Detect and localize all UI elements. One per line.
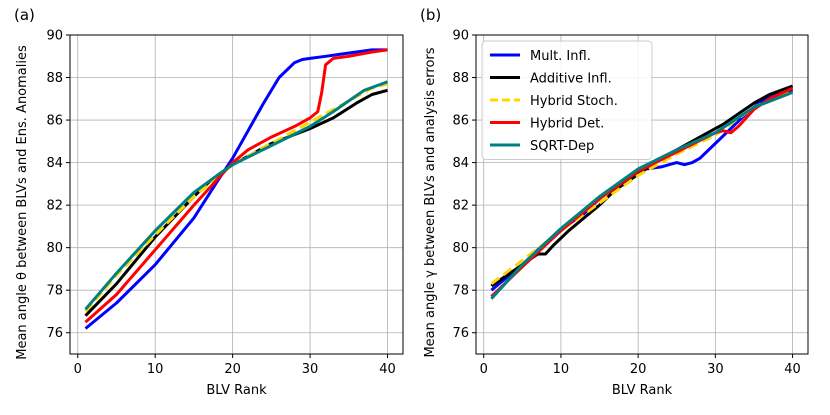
y-tick-label: 84: [452, 156, 469, 171]
legend-label: Hybrid Stoch.: [530, 94, 618, 109]
y-tick-label: 78: [452, 284, 469, 299]
x-tick-label: 30: [707, 362, 724, 377]
y-tick-label: 76: [452, 326, 469, 341]
y-tick-label: 80: [452, 241, 469, 256]
legend-label: Mult. Infl.: [530, 49, 591, 64]
panel-b: 0 10 20 30 40 76 78 80 82 84 86 88 90 BLV Rank Mean an…: [420, 6, 809, 398]
x-axis-label: BLV Rank: [206, 383, 267, 398]
y-tick-label: 90: [46, 29, 63, 44]
legend-box: [481, 40, 653, 160]
y-tick-label: 84: [46, 156, 63, 171]
y-tick-label: 80: [46, 241, 63, 256]
x-tick-label: 20: [630, 362, 647, 377]
y-tick-label: 86: [46, 114, 63, 129]
plot-frame: [475, 34, 809, 355]
panel-a: 0 10 20 30 40 76 78 80 82 84 86 88 90 BLV Rank Mean an…: [14, 6, 404, 398]
x-tick-label: 10: [147, 362, 164, 377]
y-axis-label: Mean angle γ between BLVs and analysis e…: [423, 47, 438, 357]
legend: Mult. Infl. Additive Infl. Hybrid Stoch. Hy…: [481, 40, 653, 160]
y-tick-label: 78: [46, 284, 63, 299]
series-line-hybrid-det: [84, 48, 388, 324]
x-tick-label: 30: [302, 362, 319, 377]
plot-frame: [69, 34, 404, 355]
x-tick-label: 20: [224, 362, 241, 377]
legend-label: Additive Infl.: [530, 72, 612, 87]
y-tick-label: 82: [452, 199, 469, 214]
x-tick-label: 40: [784, 362, 801, 377]
series-line-sqrt-dep: [490, 91, 794, 300]
legend-label: Hybrid Det.: [530, 117, 604, 132]
series-line-sqrt-dep: [84, 80, 389, 311]
legend-label: SQRT-Dep: [530, 139, 594, 154]
y-tick-label: 88: [46, 71, 63, 86]
y-tick-label: 76: [46, 326, 63, 341]
y-tick-label: 88: [452, 71, 469, 86]
y-axis-label: Mean angle θ between BLVs and Ens. Anoma…: [15, 45, 30, 360]
series-line-mult-infl: [84, 48, 388, 330]
x-tick-label: 10: [553, 362, 570, 377]
x-axis-label: BLV Rank: [612, 383, 673, 398]
x-tick-label: 0: [74, 362, 82, 377]
panel-label: (a): [14, 6, 35, 24]
y-tick-label: 86: [452, 114, 469, 129]
y-tick-label: 90: [452, 29, 469, 44]
x-tick-label: 40: [379, 362, 396, 377]
panel-label: (b): [420, 6, 441, 24]
y-tick-label: 82: [46, 199, 63, 214]
series-line-additive-infl: [84, 88, 388, 317]
x-tick-label: 0: [480, 362, 488, 377]
